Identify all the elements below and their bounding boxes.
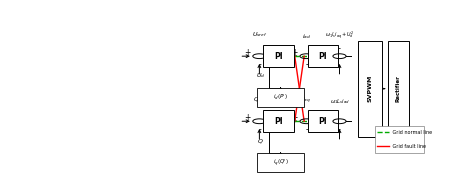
Text: PI: PI (319, 117, 328, 126)
FancyBboxPatch shape (263, 110, 293, 132)
Text: PI: PI (274, 52, 283, 61)
Text: -: - (259, 60, 262, 69)
Text: +: + (325, 113, 331, 122)
Text: +: + (334, 125, 340, 134)
Text: $U_{sref}$: $U_{sref}$ (252, 30, 267, 39)
Text: Grid fault line: Grid fault line (392, 144, 426, 149)
Text: PI: PI (274, 117, 283, 126)
Text: $\omega_1 l_s i_{aq}+U_d^2$: $\omega_1 l_s i_{aq}+U_d^2$ (325, 29, 354, 41)
Text: -: - (306, 125, 309, 134)
Text: +: + (244, 113, 250, 122)
FancyBboxPatch shape (257, 153, 304, 172)
FancyBboxPatch shape (375, 125, 424, 153)
Text: Rectifier: Rectifier (396, 75, 401, 102)
Text: $\omega_1 L_s i_{ad}$: $\omega_1 L_s i_{ad}$ (329, 97, 349, 106)
Text: -: - (259, 125, 262, 134)
FancyBboxPatch shape (257, 88, 304, 107)
Text: +: + (292, 113, 298, 122)
FancyBboxPatch shape (358, 41, 382, 137)
FancyBboxPatch shape (308, 45, 338, 67)
FancyBboxPatch shape (308, 110, 338, 132)
Text: SVPWM: SVPWM (368, 75, 373, 102)
Text: $U_d$: $U_d$ (256, 72, 265, 81)
Text: Grid normal line: Grid normal line (392, 130, 432, 135)
FancyBboxPatch shape (263, 45, 293, 67)
Text: $Q_{ref}$: $Q_{ref}$ (253, 95, 266, 104)
Text: $i_d(P')$: $i_d(P')$ (273, 93, 288, 102)
Text: $i_{ad}$: $i_{ad}$ (302, 32, 311, 41)
Text: +: + (244, 48, 250, 57)
Text: $Q$: $Q$ (257, 137, 264, 145)
Text: -: - (306, 60, 309, 69)
Text: +: + (325, 48, 331, 57)
Text: $i_{aq}$: $i_{aq}$ (302, 96, 311, 106)
Text: +: + (334, 44, 340, 53)
Text: PI: PI (319, 52, 328, 61)
FancyBboxPatch shape (388, 41, 409, 137)
Text: $i_q(Q')$: $i_q(Q')$ (273, 157, 289, 168)
Text: +: + (292, 48, 298, 57)
